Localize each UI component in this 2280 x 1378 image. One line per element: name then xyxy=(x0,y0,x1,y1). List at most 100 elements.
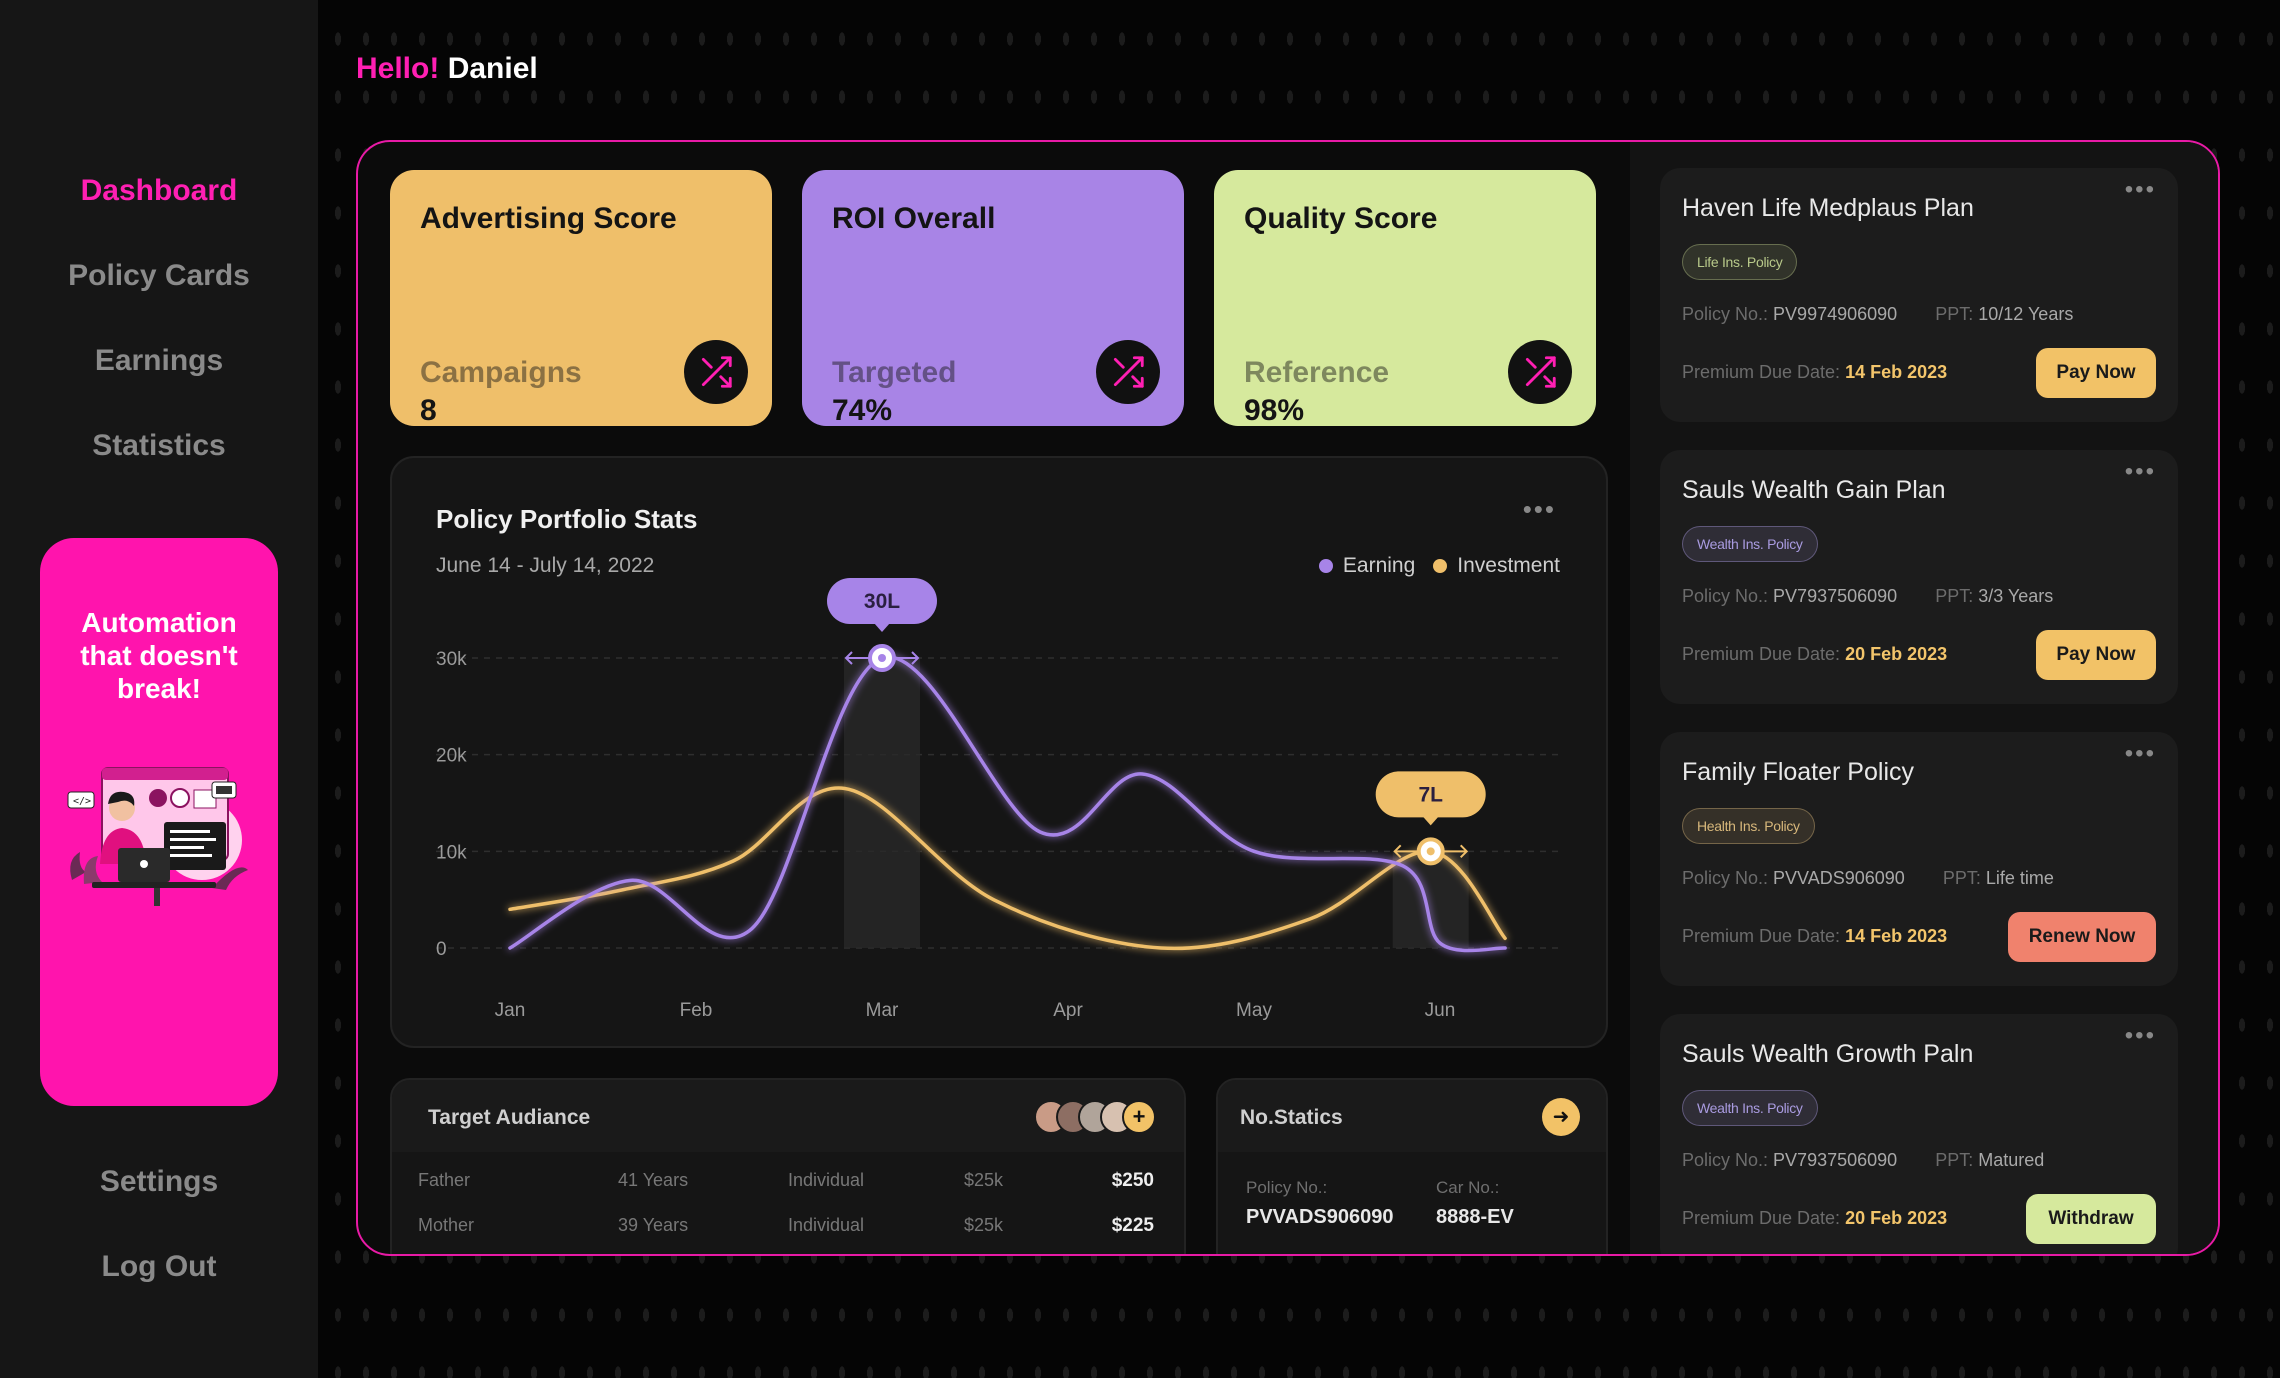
policy-card[interactable]: Sauls Wealth Gain Plan ••• Wealth Ins. P… xyxy=(1660,450,2178,704)
policy-no-value: PV7937506090 xyxy=(1773,1150,1898,1170)
type-cell: Individual xyxy=(788,1215,865,1235)
ppt-label: PPT: xyxy=(1935,586,1974,606)
premium-due: Premium Due Date: 14 Feb 2023 xyxy=(1682,362,1947,383)
premium-due: Premium Due Date: 20 Feb 2023 xyxy=(1682,1208,1947,1229)
sidebar-item-log-out[interactable]: Log Out xyxy=(101,1250,217,1283)
quality-score-card[interactable]: Quality Score Reference 98% xyxy=(1214,170,1596,427)
policy-name: Sauls Wealth Gain Plan xyxy=(1682,476,1946,504)
policy-no-value: PVVADS906090 xyxy=(1773,868,1905,888)
sidebar-item-policy-cards[interactable]: Policy Cards xyxy=(68,259,250,292)
advertising-score-card[interactable]: Advertising Score Campaigns 8 xyxy=(390,170,772,427)
line-chart: 0 10k 20k 30k Jan Feb Mar Apr May Jun 30L 7L xyxy=(436,578,1564,1021)
policy-no-label: Policy No.: xyxy=(1246,1178,1328,1197)
card-title: Quality Score xyxy=(1244,202,1438,235)
due-label: Premium Due Date: xyxy=(1682,1208,1841,1228)
sidebar: Dashboard Policy Cards Earnings Statisti… xyxy=(0,0,318,1378)
due-label: Premium Due Date: xyxy=(1682,926,1841,946)
audience-title: Target Audiance xyxy=(428,1106,591,1129)
amount-cell: $225 xyxy=(1111,1215,1154,1236)
policy-action-button[interactable]: Renew Now xyxy=(2008,912,2156,962)
value-tooltip xyxy=(827,578,937,624)
policy-no-label: Policy No.: xyxy=(1682,868,1769,888)
policy-meta: Policy No.: PV7937506090 PPT: 3/3 Years xyxy=(1682,586,2053,607)
policy-card[interactable]: Haven Life Medplaus Plan ••• Life Ins. P… xyxy=(1660,168,2178,422)
x-tick-label: Apr xyxy=(1053,1000,1083,1021)
chart-legend: Earning Investment xyxy=(1318,554,1560,578)
sidebar-item-statistics[interactable]: Statistics xyxy=(92,429,226,462)
x-tick-label: May xyxy=(1236,1000,1272,1021)
policy-name: Family Floater Policy xyxy=(1682,758,1914,786)
premium-due: Premium Due Date: 14 Feb 2023 xyxy=(1682,926,1947,947)
ppt-value: 3/3 Years xyxy=(1978,586,2054,606)
due-date: 14 Feb 2023 xyxy=(1845,362,1948,382)
shuffle-arrow-icon[interactable] xyxy=(1508,340,1572,404)
ppt-label: PPT: xyxy=(1942,868,1981,888)
chart-title: Policy Portfolio Stats xyxy=(436,504,698,534)
card-subtitle: Reference xyxy=(1244,356,1390,389)
marker-arrowheads xyxy=(1393,844,1469,859)
greeting: Hello! Daniel xyxy=(356,52,538,86)
x-tick-label: Feb xyxy=(680,1000,713,1021)
premium-due: Premium Due Date: 20 Feb 2023 xyxy=(1682,644,1947,665)
promo-illustration: </> xyxy=(67,767,248,906)
shuffle-arrow-icon[interactable] xyxy=(1096,340,1160,404)
legend-item-earning: Earning xyxy=(1318,554,1415,578)
data-point-core xyxy=(878,654,886,662)
more-dots-icon[interactable]: ••• xyxy=(1522,494,1556,524)
policy-action-button[interactable]: Pay Now xyxy=(2036,630,2156,680)
amount-cell: $250 xyxy=(1111,1170,1154,1191)
no-statics-card: No.Statics ➜ Policy No.: PVVADS906090 Ca… xyxy=(1216,1078,1608,1254)
tooltip-label: 7L xyxy=(1418,783,1443,806)
more-dots-icon[interactable]: ••• xyxy=(2124,176,2156,203)
tooltip-label: 30L xyxy=(864,590,900,613)
greeting-hello: Hello! xyxy=(356,52,440,85)
ppt-label: PPT: xyxy=(1935,1150,1974,1170)
age-cell: 39 Years xyxy=(618,1215,689,1235)
promo-card[interactable]: Automation that doesn't break! </> xyxy=(40,538,278,1106)
sidebar-item-settings[interactable]: Settings xyxy=(99,1165,219,1198)
legend-item-investment: Investment xyxy=(1433,554,1560,578)
age-cell: 41 Years xyxy=(618,1170,689,1190)
policy-card[interactable]: Family Floater Policy ••• Health Ins. Po… xyxy=(1660,732,2178,986)
shuffle-arrow-icon[interactable] xyxy=(684,340,748,404)
relation-cell: Mother xyxy=(418,1215,475,1235)
x-tick-label: Jan xyxy=(495,1000,526,1021)
avatar-group[interactable]: + xyxy=(1034,1100,1156,1134)
policy-card[interactable]: Sauls Wealth Growth Paln ••• Wealth Ins.… xyxy=(1660,1014,2178,1254)
y-tick-label: 30k xyxy=(436,649,467,670)
policy-portfolio-chart-card: Policy Portfolio Stats June 14 - July 14… xyxy=(390,456,1608,1048)
more-dots-icon[interactable]: ••• xyxy=(2124,740,2156,767)
policy-no-label: Policy No.: xyxy=(1682,304,1769,324)
policy-no-value: PVVADS906090 xyxy=(1246,1206,1394,1228)
sidebar-item-dashboard[interactable]: Dashboard xyxy=(80,174,238,207)
card-value: 74% xyxy=(832,394,893,427)
arrow-icon[interactable]: ➜ xyxy=(1542,1098,1580,1136)
due-date: 20 Feb 2023 xyxy=(1845,1208,1948,1228)
more-dots-icon[interactable]: ••• xyxy=(2124,458,2156,485)
card-value: 98% xyxy=(1244,394,1305,427)
sidebar-item-earnings[interactable]: Earnings xyxy=(94,344,224,377)
policy-list-panel: Haven Life Medplaus Plan ••• Life Ins. P… xyxy=(1630,142,2218,1254)
card-title: Advertising Score xyxy=(420,202,677,235)
greeting-user-name: Daniel xyxy=(447,52,538,85)
roi-overall-card[interactable]: ROI Overall Targeted 74% xyxy=(802,170,1184,427)
add-member-icon[interactable]: + xyxy=(1122,1100,1156,1134)
relation-cell: Father xyxy=(418,1170,471,1190)
marker-arrowheads xyxy=(844,651,920,665)
more-dots-icon[interactable]: ••• xyxy=(2124,1022,2156,1049)
dashboard-frame: Advertising Score Campaigns 8 ROI Overal… xyxy=(356,140,2220,1256)
table-row: Father 41 Years Individual $25k $250 xyxy=(392,1160,1184,1200)
statics-title: No.Statics xyxy=(1240,1106,1343,1129)
card-subtitle: Targeted xyxy=(832,356,957,389)
policy-action-button[interactable]: Withdraw xyxy=(2026,1194,2156,1244)
card-value: 8 xyxy=(420,394,437,427)
policy-type-badge: Wealth Ins. Policy xyxy=(1682,526,1818,562)
y-tick-label: 10k xyxy=(436,842,467,863)
target-audience-card: Target Audiance + Father 41 Years Indivi… xyxy=(390,1078,1186,1254)
policy-action-button[interactable]: Pay Now xyxy=(2036,348,2156,398)
policy-meta: Policy No.: PV7937506090 PPT: Matured xyxy=(1682,1150,2044,1171)
card-subtitle: Campaigns xyxy=(420,356,582,389)
policy-name: Sauls Wealth Growth Paln xyxy=(1682,1040,1974,1068)
due-label: Premium Due Date: xyxy=(1682,362,1841,382)
statics-header: No.Statics ➜ xyxy=(1218,1080,1606,1152)
